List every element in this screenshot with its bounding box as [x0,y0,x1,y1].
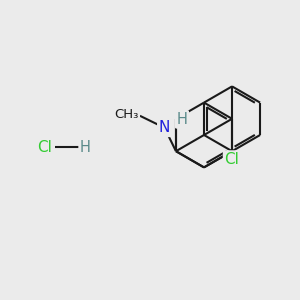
Text: N: N [159,120,170,135]
Text: CH₃: CH₃ [114,108,138,121]
Text: H: H [176,112,188,127]
Text: H: H [80,140,91,154]
Text: Cl: Cl [38,140,52,154]
Text: Cl: Cl [225,152,239,167]
